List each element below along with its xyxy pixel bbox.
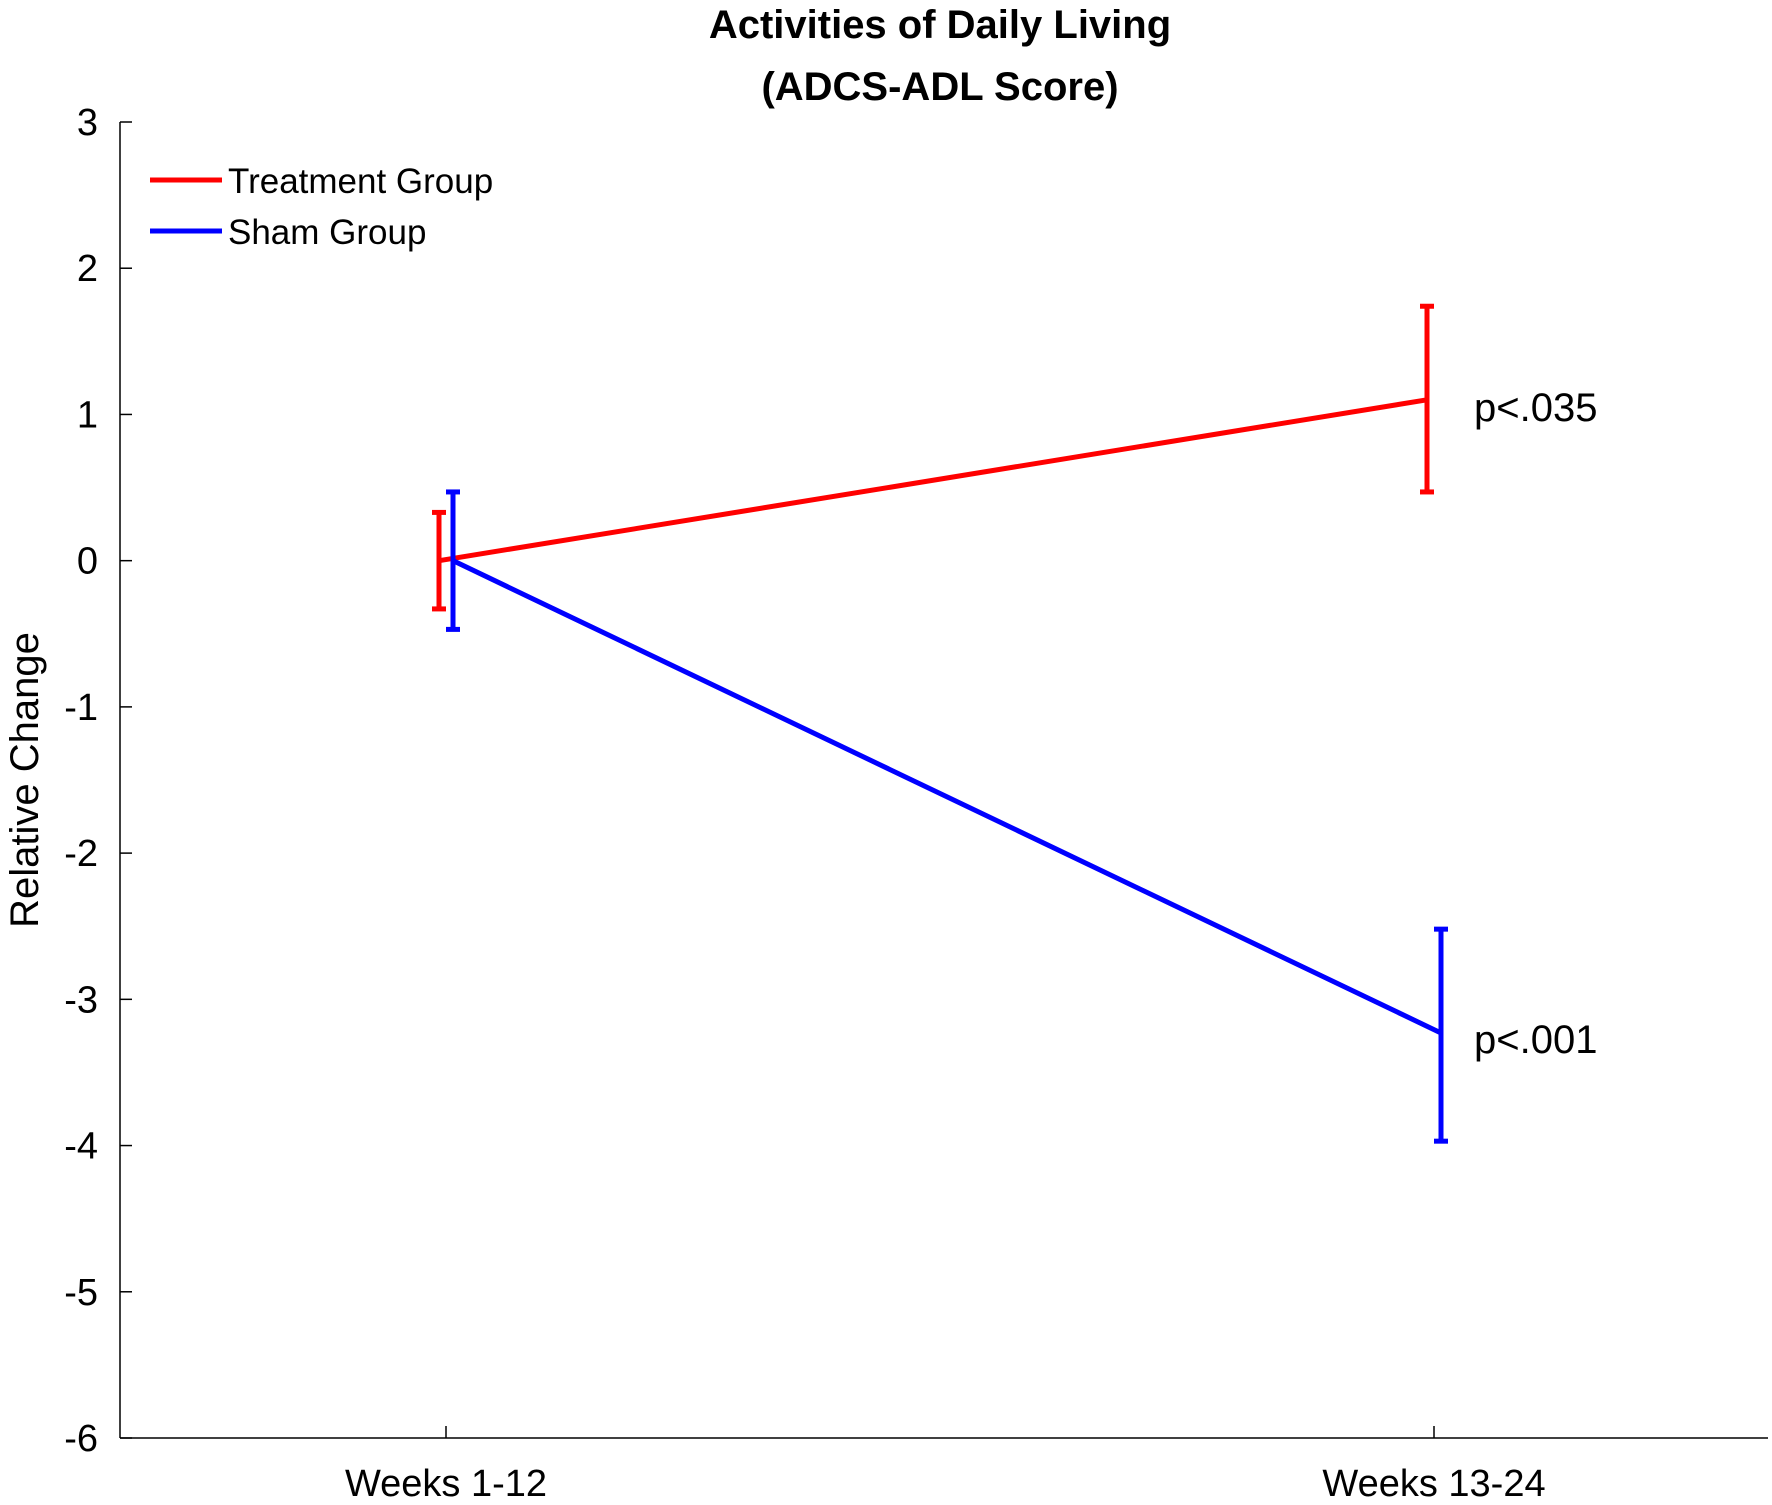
y-tick-label: -1 xyxy=(64,687,98,729)
y-tick-label: 2 xyxy=(77,248,98,290)
y-tick-label: -4 xyxy=(64,1126,98,1168)
x-tick-label: Weeks 1-12 xyxy=(345,1463,547,1505)
y-tick-label: 0 xyxy=(77,541,98,583)
y-tick-label: -2 xyxy=(64,833,98,875)
legend: Treatment Group Sham Group xyxy=(150,162,493,252)
chart-title-line-1: Activities of Daily Living xyxy=(709,3,1171,47)
y-tick-label: -3 xyxy=(64,979,98,1021)
y-tick-label: -5 xyxy=(64,1272,98,1314)
x-ticks: Weeks 1-12 Weeks 13-24 xyxy=(345,1426,1546,1505)
p-value-annotation: p<.035 xyxy=(1474,386,1597,430)
y-tick-label: 3 xyxy=(77,102,98,144)
chart-title-line-2: (ADCS-ADL Score) xyxy=(761,65,1118,109)
p-value-annotation: p<.001 xyxy=(1474,1018,1597,1062)
y-ticks: 3 2 1 0 -1 -2 -3 -4 -5 -6 xyxy=(64,102,132,1460)
legend-label-sham: Sham Group xyxy=(228,213,426,252)
annotation-layer: p<.035 p<.001 xyxy=(1474,386,1597,1062)
series-line-treatment xyxy=(438,397,1428,564)
y-axis-label: Relative Change xyxy=(3,632,47,928)
y-tick-label: 1 xyxy=(77,394,98,436)
legend-label-treatment: Treatment Group xyxy=(228,162,493,201)
x-tick-label: Weeks 13-24 xyxy=(1322,1463,1545,1505)
series-layer xyxy=(432,303,1448,1144)
series-line-sham xyxy=(451,558,1443,1036)
y-tick-label: -6 xyxy=(64,1418,98,1460)
